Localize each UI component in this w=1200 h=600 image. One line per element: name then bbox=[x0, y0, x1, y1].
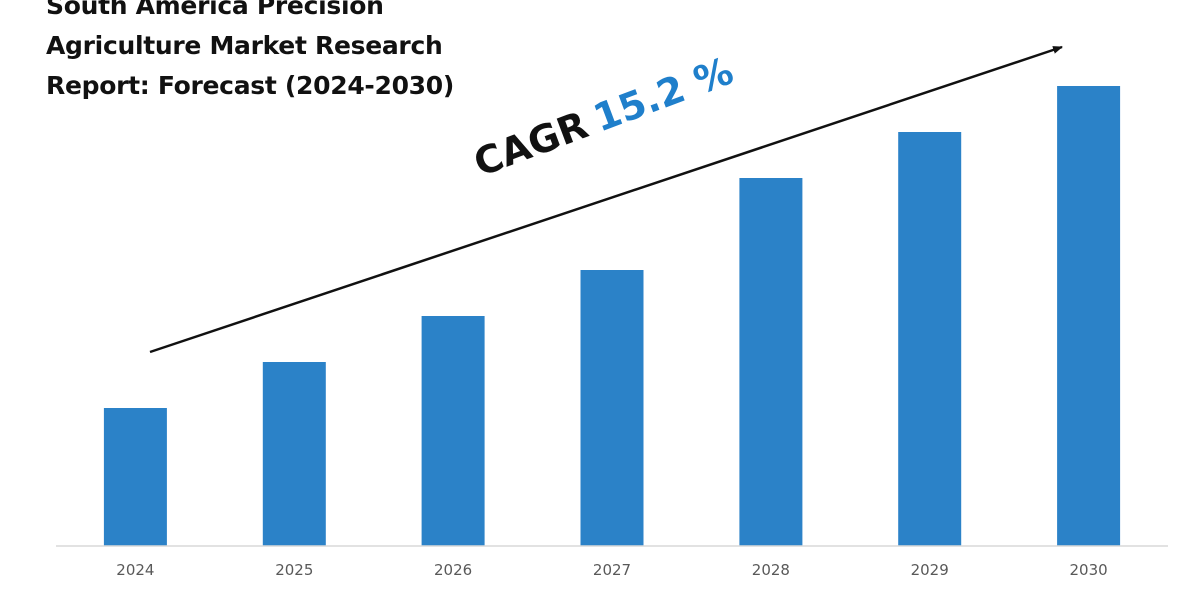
bar-2029 bbox=[898, 132, 962, 546]
x-tick-label-2029: 2029 bbox=[911, 561, 949, 579]
bar-2028 bbox=[739, 178, 803, 546]
x-tick-label-2024: 2024 bbox=[116, 561, 154, 579]
bar-2030 bbox=[1057, 86, 1121, 546]
bar-2027 bbox=[580, 270, 644, 546]
x-tick-label-2026: 2026 bbox=[434, 561, 472, 579]
bar-2024 bbox=[103, 408, 167, 546]
x-axis-tick-labels: 2024 2025 2026 2027 2028 2029 2030 bbox=[116, 561, 1107, 579]
bar-2026 bbox=[421, 316, 485, 546]
growth-trend-arrow bbox=[149, 45, 1063, 354]
bar-2025 bbox=[262, 362, 326, 546]
chart-title-line-1: South America Precision bbox=[46, 0, 384, 20]
chart-title-line-2: Agriculture Market Research bbox=[46, 31, 443, 60]
x-tick-label-2028: 2028 bbox=[752, 561, 790, 579]
chart-title-line-3: Report: Forecast (2024-2030) bbox=[46, 71, 454, 100]
x-tick-label-2030: 2030 bbox=[1070, 561, 1108, 579]
x-tick-label-2027: 2027 bbox=[593, 561, 631, 579]
chart-title: South America Precision Agriculture Mark… bbox=[46, 0, 506, 106]
x-tick-label-2025: 2025 bbox=[275, 561, 313, 579]
bar-series bbox=[103, 86, 1121, 546]
